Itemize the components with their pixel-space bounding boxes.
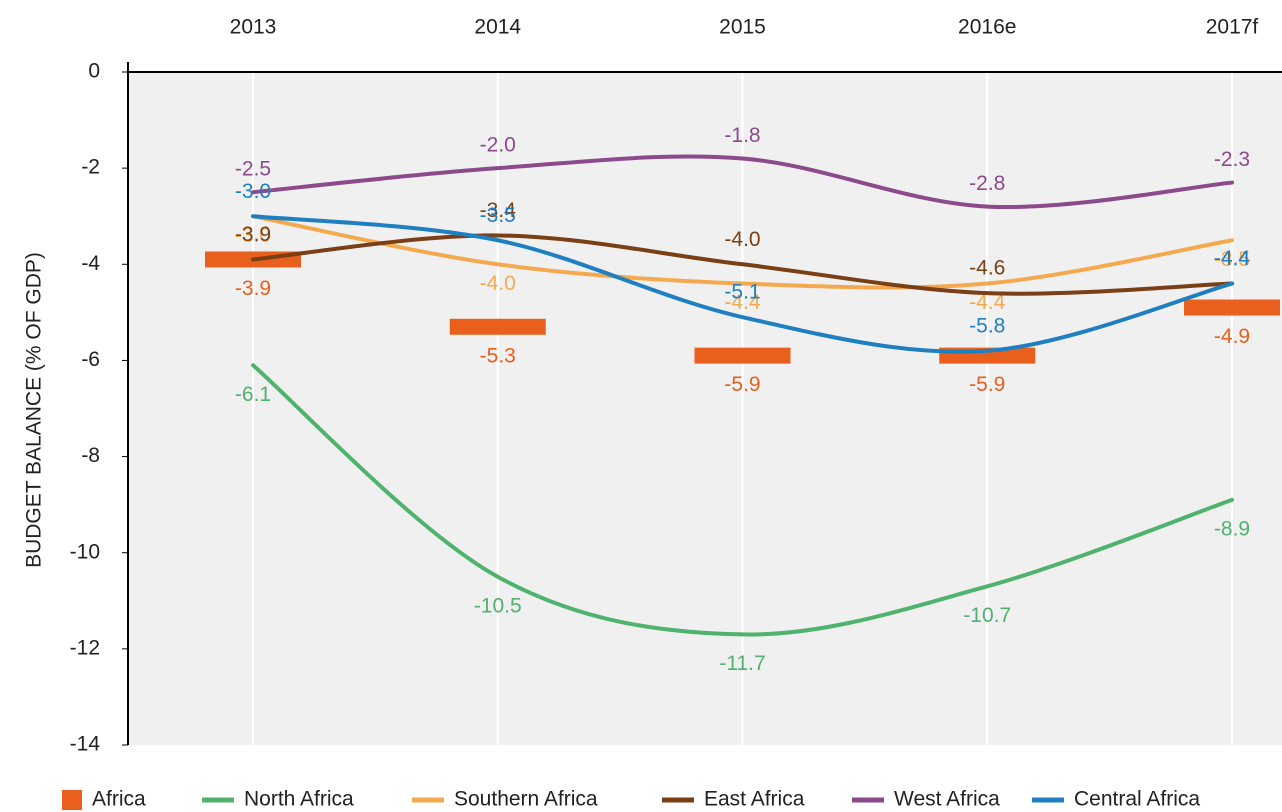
x-tick-label: 2014	[474, 16, 521, 39]
data-label: -4.0	[480, 272, 516, 295]
data-label: -2.5	[235, 158, 271, 181]
data-label: -3.5	[1214, 248, 1250, 271]
data-label: -4.6	[969, 257, 1005, 280]
y-tick-label: -14	[70, 733, 101, 756]
data-label: -4.4	[969, 291, 1006, 314]
y-tick-label: -8	[81, 444, 100, 467]
legend-label: East Africa	[704, 788, 805, 811]
data-label: -10.5	[474, 594, 522, 617]
y-tick-label: -6	[81, 348, 100, 371]
legend-label: Southern Africa	[454, 788, 598, 811]
bar	[694, 347, 791, 364]
y-tick-label: -2	[81, 156, 100, 179]
data-label: -1.8	[724, 124, 760, 147]
legend-label: Africa	[92, 788, 146, 811]
data-label: -8.9	[1214, 517, 1250, 540]
data-label: -2.8	[969, 172, 1005, 195]
data-label: -3.0	[235, 224, 271, 247]
data-label: -11.7	[719, 652, 765, 675]
y-tick-label: -12	[70, 636, 100, 659]
data-label: -3.4	[480, 199, 517, 222]
data-label: -5.8	[969, 314, 1005, 337]
data-label: -4.4	[1214, 247, 1251, 270]
bar	[449, 318, 546, 335]
y-tick-label: -4	[81, 252, 100, 275]
legend-label: North Africa	[244, 788, 354, 811]
data-label: -2.3	[1214, 148, 1250, 171]
data-label: -4.9	[1214, 325, 1250, 348]
data-label: -4.4	[1214, 247, 1251, 270]
y-tick-label: 0	[88, 60, 100, 83]
data-label: -5.9	[969, 373, 1005, 396]
data-label: -4.0	[724, 228, 760, 251]
y-tick-label: -10	[70, 540, 100, 563]
data-label: -3.9	[235, 223, 271, 246]
x-tick-label: 2015	[719, 16, 766, 39]
data-label: -5.1	[724, 281, 760, 304]
line	[251, 363, 1234, 637]
legend-label: West Africa	[894, 788, 1000, 811]
data-label: -3.9	[235, 277, 271, 300]
bar	[1184, 299, 1280, 316]
data-label: -3.0	[235, 180, 271, 203]
data-label: -2.0	[480, 134, 516, 157]
x-tick-label: 2013	[230, 16, 277, 39]
data-label: -3.5	[480, 204, 516, 227]
data-label: -5.9	[724, 373, 760, 396]
line	[251, 214, 1234, 290]
line	[251, 233, 1234, 296]
data-label: -10.7	[963, 604, 1011, 627]
x-tick-label: 2017f	[1206, 16, 1259, 39]
y-axis-label: BUDGET BALANCE (% OF GDP)	[23, 252, 46, 568]
legend-swatch	[62, 790, 82, 810]
data-label: -6.1	[235, 383, 271, 406]
data-label: -5.3	[480, 344, 516, 367]
x-tick-label: 2016e	[958, 16, 1016, 39]
line	[251, 154, 1234, 210]
data-label: -4.4	[724, 291, 761, 314]
line	[251, 214, 1234, 354]
legend-label: Central Africa	[1074, 788, 1200, 811]
